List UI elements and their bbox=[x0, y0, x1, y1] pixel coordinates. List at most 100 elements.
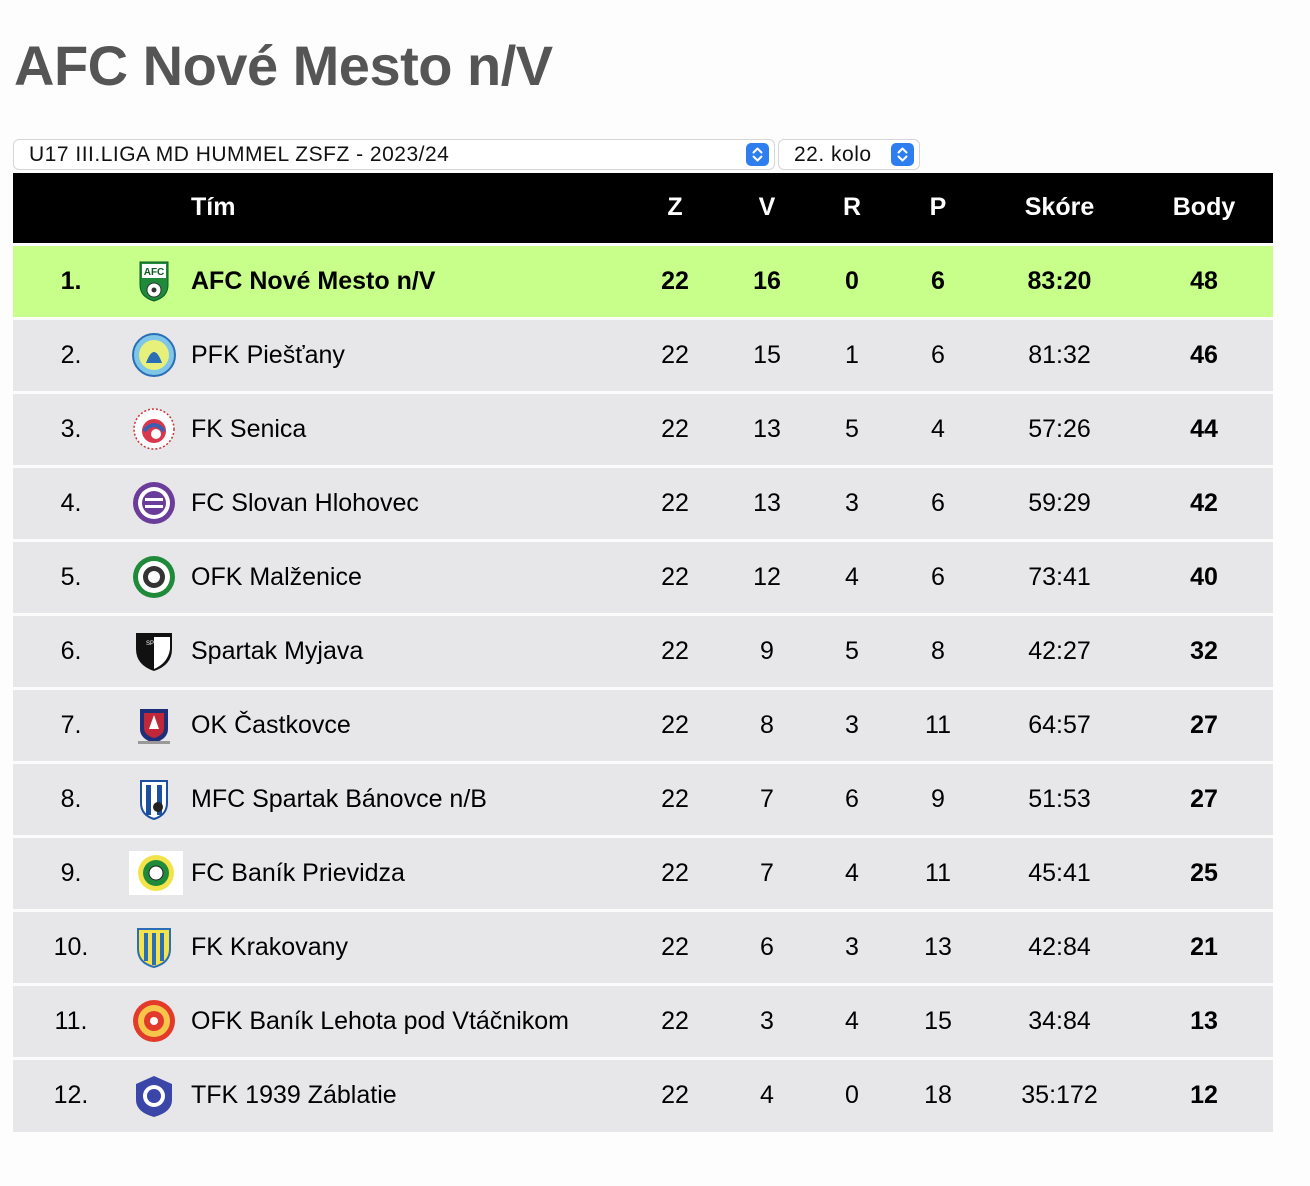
page-title: AFC Nové Mesto n/V bbox=[14, 34, 553, 97]
score-cell: 42:27 bbox=[1028, 636, 1091, 665]
ofk-banik-lehota-logo-icon bbox=[129, 999, 179, 1043]
header-logo bbox=[129, 173, 179, 244]
logo-cell bbox=[129, 466, 179, 540]
drawn-cell: 3 bbox=[845, 710, 859, 739]
drawn-cell: 3 bbox=[845, 488, 859, 517]
team-name-cell[interactable]: FC Baník Prievidza bbox=[191, 858, 405, 887]
played-cell: 22 bbox=[661, 562, 689, 591]
team-name-cell[interactable]: AFC Nové Mesto n/V bbox=[191, 266, 436, 295]
lost-cell: 11 bbox=[925, 858, 951, 887]
won-cell: 3 bbox=[760, 1006, 774, 1035]
table-row: 8. MFC Spartak Bánovce n/B 22 7 6 9 51:53 27 bbox=[13, 762, 1273, 836]
rank-cell: 7. bbox=[60, 710, 82, 739]
header-lost: P bbox=[929, 193, 947, 222]
team-name-cell[interactable]: Spartak Myjava bbox=[191, 636, 364, 665]
fk-senica-logo-icon bbox=[129, 407, 179, 451]
table-row: 6. SP Spartak Myjava 22 9 5 8 42:27 32 bbox=[13, 614, 1273, 688]
score-cell: 45:41 bbox=[1028, 858, 1091, 887]
logo-cell bbox=[129, 836, 183, 910]
table-row: 10. FK Krakovany 22 6 3 13 42:84 21 bbox=[13, 910, 1273, 984]
table-row: 5. OFK Malženice 22 12 4 6 73:41 40 bbox=[13, 540, 1273, 614]
tfk-zablatie-logo-icon bbox=[129, 1074, 179, 1118]
team-name-cell[interactable]: OFK Baník Lehota pod Vtáčnikom bbox=[191, 1006, 569, 1035]
team-name-cell[interactable]: FC Slovan Hlohovec bbox=[191, 488, 419, 517]
won-cell: 15 bbox=[753, 340, 781, 369]
logo-cell: AFC bbox=[129, 244, 179, 318]
points-cell: 46 bbox=[1190, 340, 1218, 369]
logo-cell bbox=[129, 910, 179, 984]
ok-castkovce-logo-icon bbox=[129, 703, 179, 747]
lost-cell: 6 bbox=[931, 488, 945, 517]
drawn-cell: 1 bbox=[845, 340, 859, 369]
score-cell: 35:172 bbox=[1021, 1081, 1098, 1110]
table-row: 9. FC Baník Prievidza 22 7 4 11 45:41 25 bbox=[13, 836, 1273, 910]
won-cell: 8 bbox=[760, 710, 774, 739]
round-select[interactable]: 22. kolo bbox=[778, 139, 920, 170]
league-select[interactable]: U17 III.LIGA MD HUMMEL ZSFZ - 2023/24 bbox=[13, 139, 775, 170]
points-cell: 12 bbox=[1190, 1081, 1218, 1110]
table-row: 12. TFK 1939 Záblatie 22 4 0 18 35:172 12 bbox=[13, 1058, 1273, 1132]
drawn-cell: 5 bbox=[845, 636, 859, 665]
team-name-cell[interactable]: MFC Spartak Bánovce n/B bbox=[191, 784, 487, 813]
table-header-row: Tím Z V R P Skóre Body bbox=[13, 173, 1273, 244]
standings-table: Tím Z V R P Skóre Body 1. AFC AFC Nové Mes… bbox=[13, 173, 1273, 1132]
team-name-cell[interactable]: PFK Piešťany bbox=[191, 340, 345, 369]
rank-cell: 1. bbox=[60, 266, 82, 295]
played-cell: 22 bbox=[661, 1006, 689, 1035]
points-cell: 25 bbox=[1190, 858, 1218, 887]
drawn-cell: 3 bbox=[845, 932, 859, 961]
team-name-cell[interactable]: TFK 1939 Záblatie bbox=[191, 1081, 397, 1110]
spartak-myjava-logo-icon: SP bbox=[129, 629, 179, 673]
afc-nove-mesto-logo-icon: AFC bbox=[129, 259, 179, 303]
score-cell: 73:41 bbox=[1028, 562, 1091, 591]
played-cell: 22 bbox=[661, 710, 689, 739]
header-drawn: R bbox=[842, 193, 862, 222]
points-cell: 32 bbox=[1190, 636, 1218, 665]
team-name-cell[interactable]: FK Krakovany bbox=[191, 932, 349, 961]
points-cell: 48 bbox=[1190, 266, 1218, 295]
won-cell: 6 bbox=[760, 932, 774, 961]
logo-cell bbox=[129, 318, 179, 392]
played-cell: 22 bbox=[661, 1081, 689, 1110]
team-name-cell[interactable]: FK Senica bbox=[191, 414, 307, 443]
drawn-cell: 4 bbox=[845, 858, 859, 887]
lost-cell: 6 bbox=[931, 340, 945, 369]
score-cell: 64:57 bbox=[1028, 710, 1091, 739]
points-cell: 13 bbox=[1190, 1006, 1218, 1035]
header-played: Z bbox=[667, 193, 683, 222]
fc-slovan-hlohovec-logo-icon bbox=[129, 481, 179, 525]
lost-cell: 9 bbox=[931, 784, 945, 813]
ofk-malzenice-logo-icon bbox=[129, 555, 179, 599]
played-cell: 22 bbox=[661, 340, 689, 369]
mfc-spartak-banovce-logo-icon bbox=[129, 777, 179, 821]
table-row: 2. PFK Piešťany 22 15 1 6 81:32 46 bbox=[13, 318, 1273, 392]
table-row: 1. AFC AFC Nové Mesto n/V 22 16 0 6 83:20 48 bbox=[13, 244, 1273, 318]
table-row: 7. OK Častkovce 22 8 3 11 64:57 27 bbox=[13, 688, 1273, 762]
team-name-cell[interactable]: OK Častkovce bbox=[191, 710, 351, 739]
table-row: 4. FC Slovan Hlohovec 22 13 3 6 59:29 42 bbox=[13, 466, 1273, 540]
played-cell: 22 bbox=[661, 636, 689, 665]
select-stepper-icon bbox=[891, 143, 914, 166]
points-cell: 21 bbox=[1190, 932, 1218, 961]
lost-cell: 4 bbox=[931, 414, 945, 443]
played-cell: 22 bbox=[661, 784, 689, 813]
drawn-cell: 4 bbox=[845, 562, 859, 591]
score-cell: 59:29 bbox=[1028, 488, 1091, 517]
lost-cell: 8 bbox=[931, 636, 945, 665]
points-cell: 27 bbox=[1190, 710, 1218, 739]
rank-cell: 5. bbox=[60, 562, 82, 591]
header-score: Skóre bbox=[1024, 193, 1095, 222]
fk-krakovany-logo-icon bbox=[129, 925, 179, 969]
played-cell: 22 bbox=[661, 414, 689, 443]
table-row: 11. OFK Baník Lehota pod Vtáčnikom 22 3 4 15 3… bbox=[13, 984, 1273, 1058]
header-team: Tím bbox=[191, 193, 236, 222]
team-name-cell[interactable]: OFK Malženice bbox=[191, 562, 362, 591]
lost-cell: 6 bbox=[931, 562, 945, 591]
won-cell: 16 bbox=[753, 266, 781, 295]
played-cell: 22 bbox=[661, 932, 689, 961]
logo-cell: SP bbox=[129, 614, 179, 688]
score-cell: 83:20 bbox=[1027, 266, 1092, 295]
svg-text:SP: SP bbox=[146, 641, 154, 647]
drawn-cell: 0 bbox=[845, 266, 859, 295]
rank-cell: 11. bbox=[54, 1006, 88, 1035]
